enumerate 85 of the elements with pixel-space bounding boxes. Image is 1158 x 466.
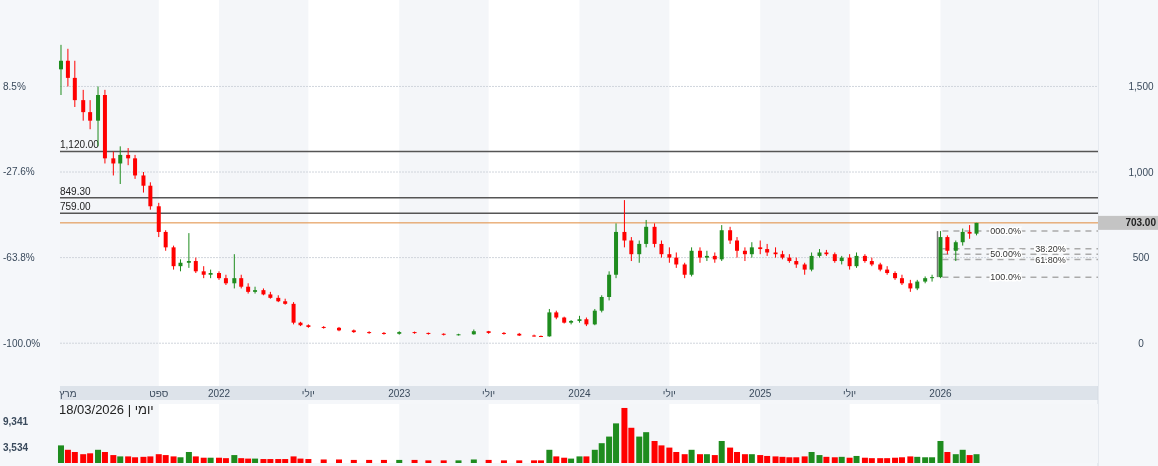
bar <box>553 456 560 463</box>
bar <box>177 457 184 463</box>
bar <box>748 454 755 463</box>
annotation: 61.80% <box>1035 254 1066 265</box>
bar <box>831 457 838 463</box>
y-tick-label: 9,341 <box>3 416 29 428</box>
y-tick-label: 3,534 <box>3 441 29 453</box>
bar <box>801 456 808 463</box>
bar <box>914 456 921 463</box>
bar <box>944 451 951 463</box>
x-tick-label: 2022 <box>207 387 231 399</box>
bar <box>500 460 507 463</box>
x-tick-label: יולי <box>482 387 496 399</box>
bar <box>396 459 403 463</box>
bar <box>681 454 688 463</box>
y-tick-label: 1,000 <box>1128 166 1154 178</box>
bar <box>117 456 124 463</box>
bar <box>696 454 703 463</box>
bar <box>192 456 199 463</box>
bar <box>838 456 845 463</box>
x-tick-label: 2024 <box>568 387 592 399</box>
x-tick-label: 2023 <box>388 387 411 399</box>
bar <box>703 454 710 463</box>
bar <box>576 456 583 463</box>
bar <box>336 459 343 463</box>
bar <box>411 459 418 463</box>
y2-tick-label: -27.6% <box>3 166 35 178</box>
annotation: 50.00% <box>990 249 1021 260</box>
bar <box>973 454 980 463</box>
bar <box>485 459 492 463</box>
bar <box>95 449 102 463</box>
bar <box>470 459 477 463</box>
x-tick-label: 2026 <box>929 387 953 399</box>
x-tick-label: ספט <box>149 387 169 399</box>
bar <box>711 455 718 463</box>
x-tick-label: 2025 <box>749 387 772 399</box>
bar <box>853 455 860 463</box>
y2-tick-label: -63.8% <box>3 251 35 263</box>
annotation: יומי | 18/03/2026 <box>59 401 154 417</box>
bar <box>305 459 312 463</box>
y2-tick-label: 8.5% <box>3 80 26 92</box>
bar <box>741 454 748 463</box>
bar <box>516 460 523 463</box>
bar <box>252 458 259 463</box>
bar <box>440 460 447 463</box>
bar <box>546 449 553 463</box>
x-tick-label: יולי <box>301 387 315 399</box>
bar <box>966 455 973 463</box>
ref-line-label: 849.30 <box>60 185 92 197</box>
bar <box>425 460 432 463</box>
x-tick-label: יולי <box>662 387 676 399</box>
bar <box>455 460 462 463</box>
bar <box>561 457 568 463</box>
bar <box>207 457 214 463</box>
bar <box>380 459 387 463</box>
bar <box>688 449 695 463</box>
y-tick-label: 1,500 <box>1128 80 1154 92</box>
y2-tick-label: -100.0% <box>3 337 41 349</box>
bar <box>185 451 192 463</box>
ref-line-label: 1,120.00 <box>60 139 100 151</box>
bar <box>170 456 177 463</box>
bar <box>231 455 238 463</box>
bar <box>57 445 64 463</box>
ref-line-label: 759.00 <box>60 201 92 213</box>
bar <box>718 440 725 463</box>
bar <box>110 455 117 463</box>
bar <box>350 459 357 463</box>
bar <box>568 458 575 463</box>
y-tick-label: 500 <box>1132 252 1150 264</box>
y-tick-label: 0 <box>1138 337 1145 349</box>
bar <box>846 457 853 463</box>
bar <box>101 451 108 463</box>
annotation: 000.0% <box>990 226 1021 237</box>
bar <box>907 456 914 463</box>
x-tick-label: מרץ <box>59 387 77 399</box>
x-tick-label: יולי <box>843 387 857 399</box>
bar <box>200 457 207 463</box>
ref-line-label: 703.00 <box>1125 217 1157 229</box>
bar <box>366 459 373 463</box>
annotation: 100.0% <box>990 272 1021 283</box>
annotation: 38.20% <box>1035 243 1066 254</box>
bar <box>823 456 830 463</box>
bar <box>320 459 327 463</box>
bar <box>583 456 590 463</box>
bar <box>937 440 944 463</box>
